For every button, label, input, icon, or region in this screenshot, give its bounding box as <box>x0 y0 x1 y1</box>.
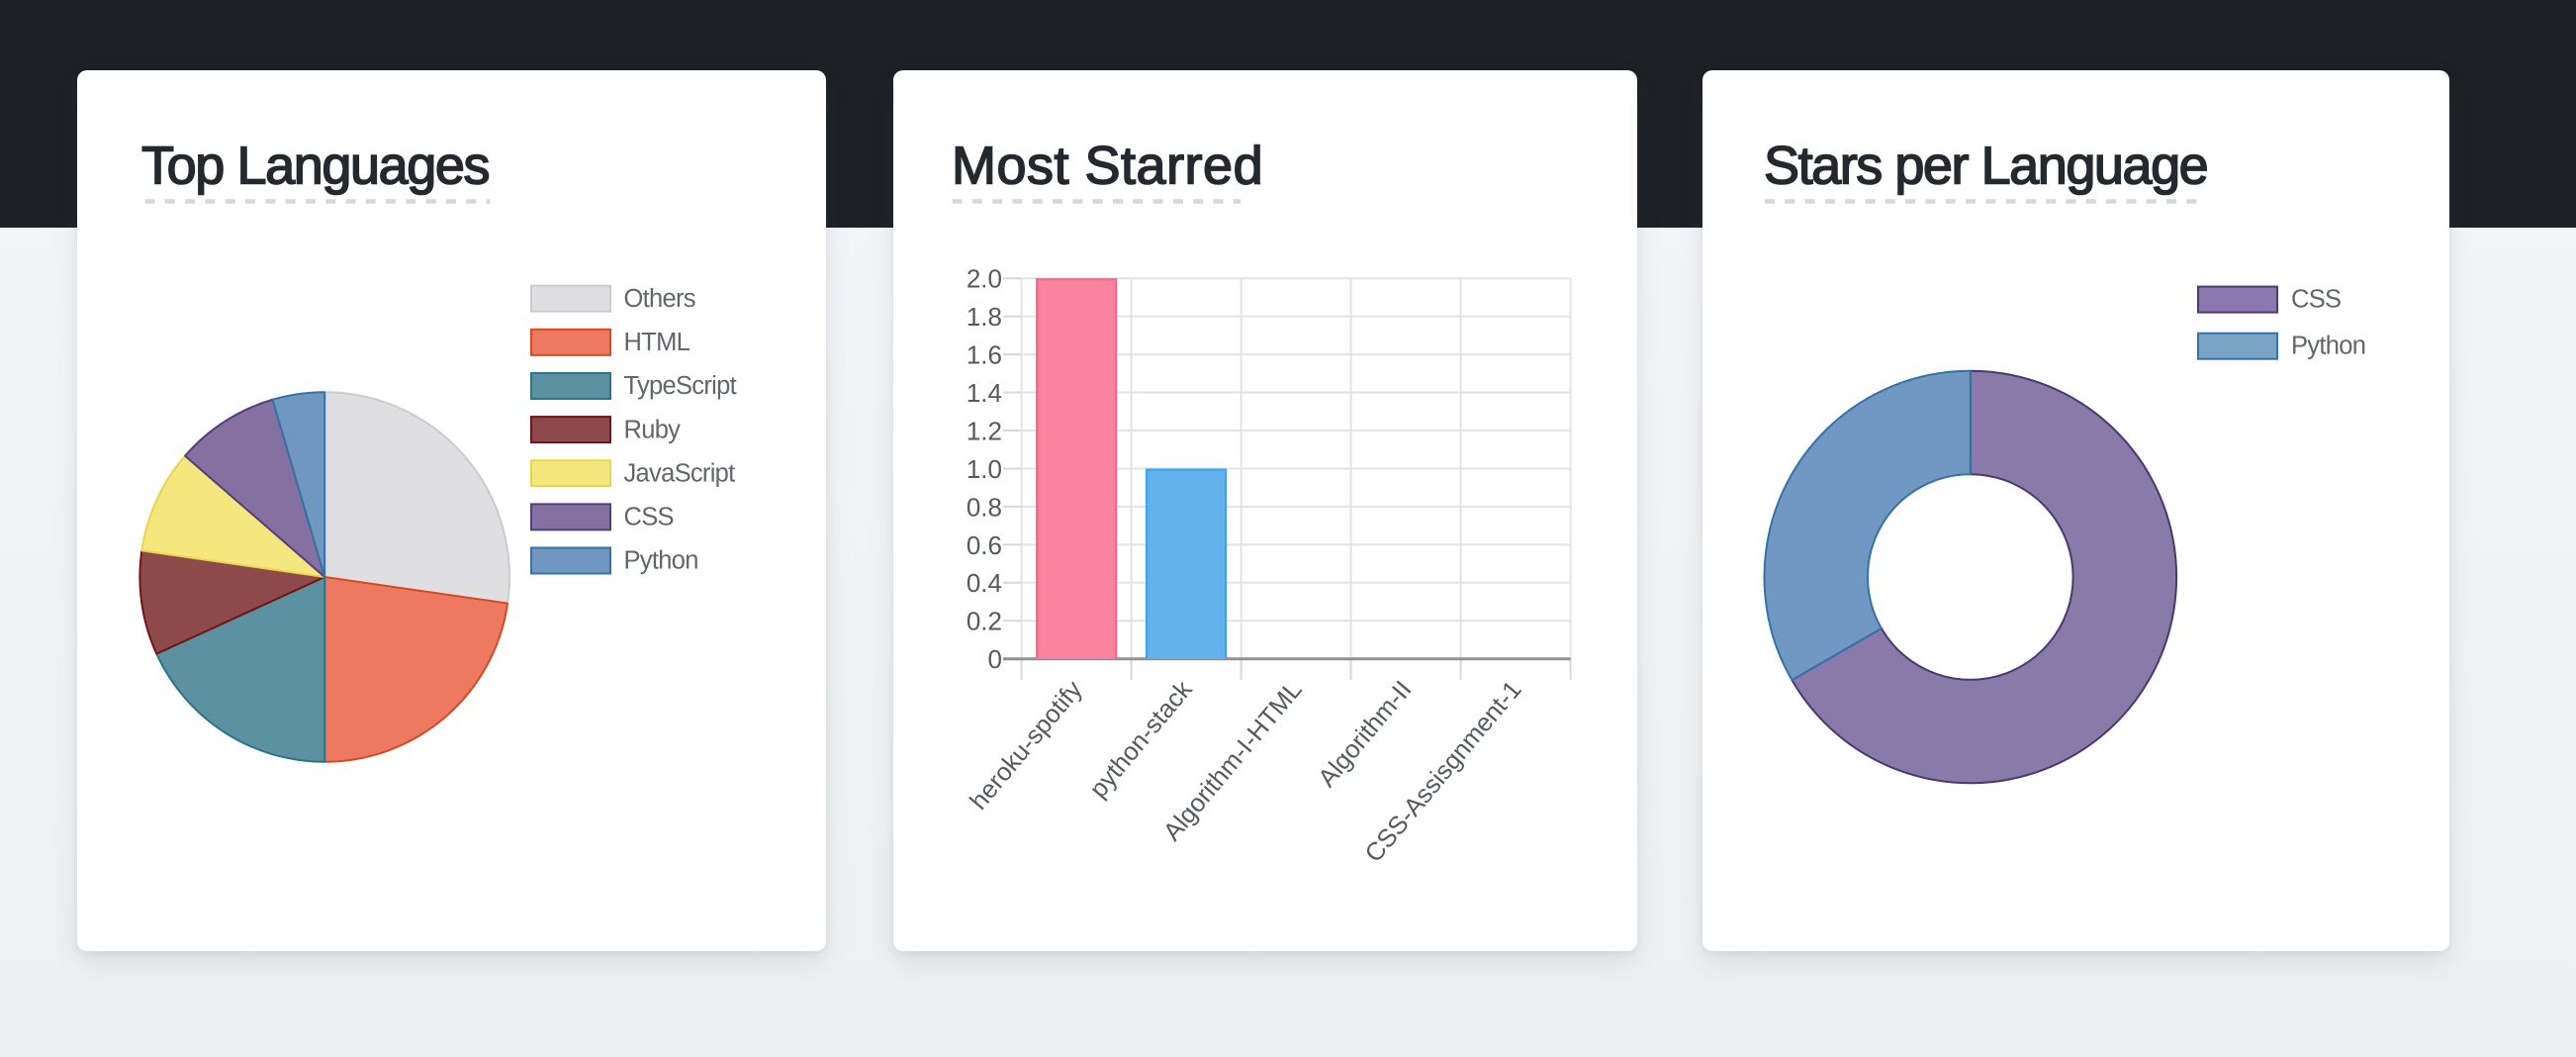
svg-text:Python: Python <box>624 547 698 575</box>
svg-text:Stars per Language: Stars per Language <box>1764 137 2207 196</box>
svg-text:Python: Python <box>2291 332 2365 359</box>
svg-text:1.0: 1.0 <box>966 454 1002 484</box>
svg-text:0.8: 0.8 <box>966 492 1002 522</box>
svg-text:Algorithm-II: Algorithm-II <box>1313 676 1417 793</box>
svg-text:Top Languages: Top Languages <box>141 137 490 196</box>
svg-text:1.4: 1.4 <box>966 378 1002 408</box>
svg-text:2.0: 2.0 <box>966 264 1002 294</box>
svg-text:CSS: CSS <box>2291 285 2341 313</box>
svg-text:Most Starred: Most Starred <box>952 137 1263 196</box>
svg-text:Ruby: Ruby <box>624 416 682 443</box>
svg-text:0.6: 0.6 <box>966 530 1002 560</box>
svg-text:1.6: 1.6 <box>966 340 1002 370</box>
svg-text:0.2: 0.2 <box>966 607 1002 636</box>
svg-text:HTML: HTML <box>624 329 690 356</box>
svg-text:python-stack: python-stack <box>1084 676 1198 804</box>
svg-text:heroku-spotify: heroku-spotify <box>965 676 1088 816</box>
svg-text:JavaScript: JavaScript <box>624 459 736 487</box>
svg-text:TypeScript: TypeScript <box>624 372 737 400</box>
svg-text:Others: Others <box>624 285 695 313</box>
svg-text:1.8: 1.8 <box>966 302 1002 332</box>
svg-text:0.4: 0.4 <box>966 568 1002 598</box>
svg-text:0: 0 <box>988 644 1002 674</box>
svg-text:1.2: 1.2 <box>966 416 1002 445</box>
svg-text:CSS: CSS <box>624 504 674 531</box>
